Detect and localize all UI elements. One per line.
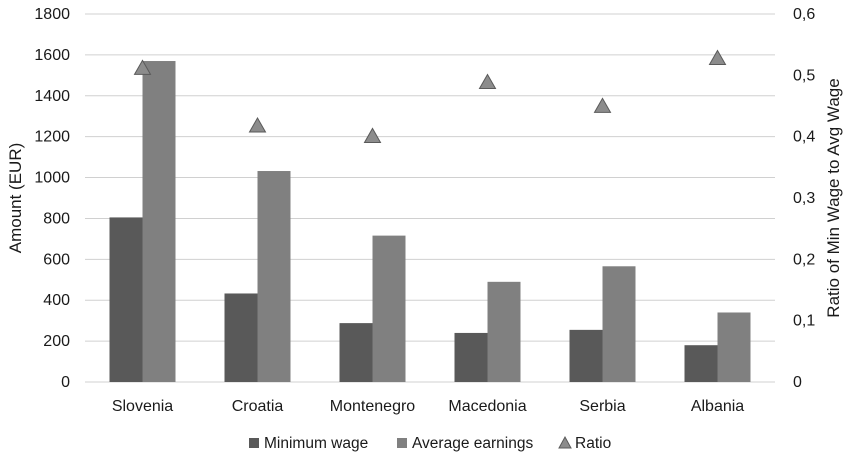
bar-minimum-wage <box>109 217 143 382</box>
bar-series <box>109 61 751 383</box>
ratio-marker <box>133 59 152 75</box>
ratio-marker <box>363 127 382 143</box>
legend-swatch <box>558 435 572 449</box>
legend-label: Ratio <box>575 435 611 452</box>
left-tick-label: 800 <box>43 210 70 227</box>
right-tick-label: 0 <box>793 374 802 391</box>
bar-minimum-wage <box>224 293 258 382</box>
bar-average-earnings <box>717 312 751 382</box>
ratio-marker <box>708 49 727 66</box>
legend-label: Average earnings <box>412 435 533 452</box>
category-label: Croatia <box>232 398 284 415</box>
legend: Minimum wage Average earnings Ratio <box>249 435 611 452</box>
bar-average-earnings <box>257 171 291 382</box>
legend-swatch <box>397 438 407 448</box>
right-tick-label: 0,6 <box>793 6 815 23</box>
category-label: Albania <box>691 398 744 415</box>
right-tick-label: 0,5 <box>793 67 815 84</box>
bar-minimum-wage <box>339 323 373 382</box>
left-tick-label: 600 <box>43 251 70 268</box>
ratio-marker <box>593 97 612 113</box>
bar-minimum-wage <box>569 329 603 382</box>
right-axis-title: Ratio of Min Wage to Avg Wage <box>824 78 843 317</box>
ratio-marker <box>478 73 497 89</box>
left-tick-label: 200 <box>43 333 70 350</box>
bar-average-earnings <box>142 61 176 383</box>
bar-minimum-wage <box>684 345 718 382</box>
left-tick-label: 1600 <box>34 47 70 64</box>
right-tick-label: 0,2 <box>793 251 815 268</box>
category-label: Montenegro <box>330 398 415 415</box>
left-axis-title: Amount (EUR) <box>6 143 25 254</box>
ratio-markers <box>133 49 727 143</box>
category-label: Macedonia <box>448 398 526 415</box>
left-tick-label: 1000 <box>34 170 70 187</box>
left-tick-label: 0 <box>61 374 70 391</box>
right-axis-ticks: 0 0,1 0,2 0,3 0,4 0,5 0,6 <box>793 6 815 391</box>
gridlines <box>85 13 775 383</box>
left-tick-label: 400 <box>43 292 70 309</box>
left-tick-label: 1400 <box>34 88 70 105</box>
bar-minimum-wage <box>454 332 488 382</box>
category-labels: Slovenia Croatia Montenegro Macedonia Serbia… <box>112 398 744 415</box>
bar-average-earnings <box>487 281 521 382</box>
right-tick-label: 0,4 <box>793 129 815 146</box>
bar-average-earnings <box>372 235 406 382</box>
left-tick-label: 1200 <box>34 129 70 146</box>
legend-label: Minimum wage <box>264 435 368 452</box>
category-label: Serbia <box>579 398 625 415</box>
category-label: Slovenia <box>112 398 173 415</box>
ratio-marker <box>248 117 267 133</box>
right-tick-label: 0,3 <box>793 190 815 207</box>
legend-swatch <box>249 438 259 448</box>
right-tick-label: 0,1 <box>793 313 815 330</box>
left-tick-label: 1800 <box>34 6 70 23</box>
left-axis-ticks: 0 200 400 600 800 1000 1200 1400 1600 1800 <box>34 6 70 391</box>
bar-average-earnings <box>602 266 636 382</box>
